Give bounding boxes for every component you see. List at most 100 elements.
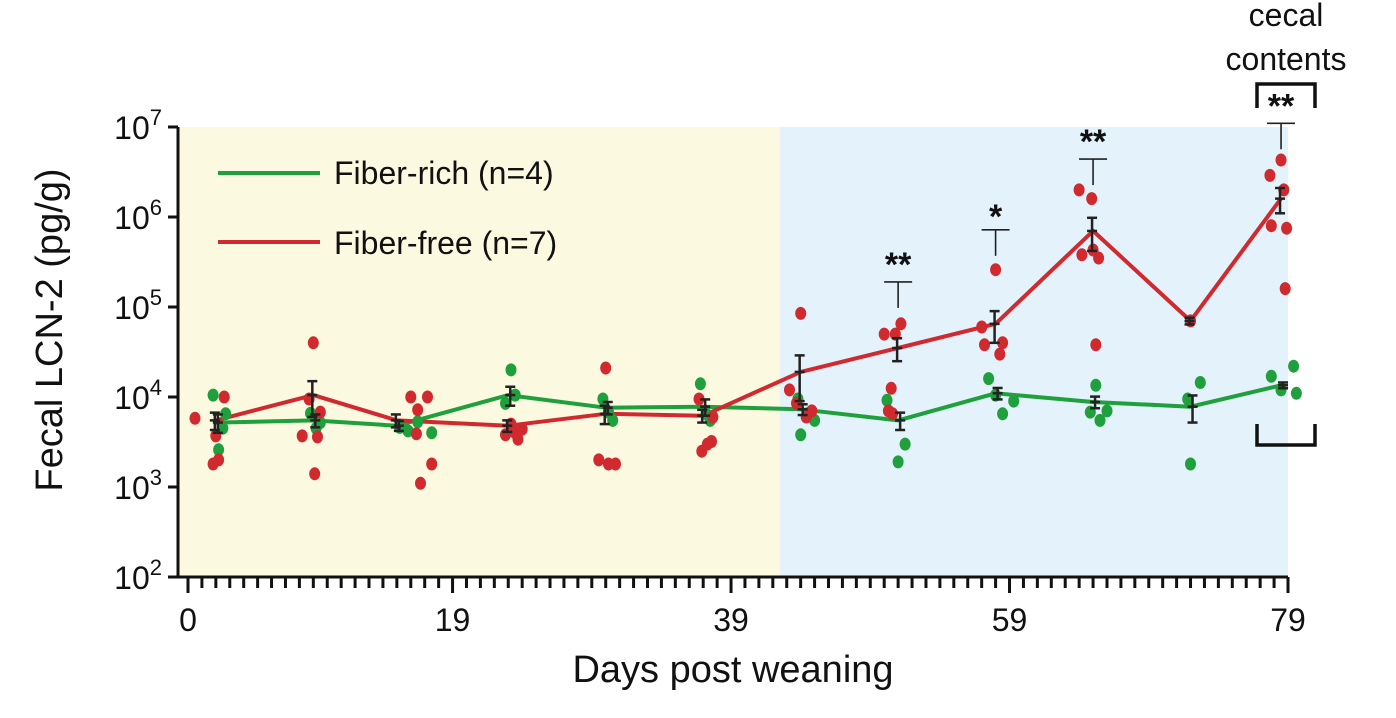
y-tick-label: 107 <box>114 105 162 146</box>
y-axis-title: Fecal LCN-2 (pg/g) <box>29 168 71 491</box>
data-point-fiber-rich <box>213 443 225 457</box>
legend-label-fiber-free: Fiber-free (n=7) <box>334 225 557 261</box>
legend: Fiber-rich (n=4) Fiber-free (n=7) <box>218 155 557 261</box>
significance-markers: ******* <box>884 87 1296 308</box>
annotation-line-2: contents <box>1226 41 1347 77</box>
data-point-fiber-free <box>1275 153 1287 167</box>
axes: 102 103 104 105 106 107 0 19 39 59 79 <box>114 105 1306 638</box>
error-bar-fiber-free <box>989 309 1000 345</box>
significance-marker: ** <box>884 246 913 308</box>
data-point-fiber-free <box>1093 251 1105 265</box>
data-point-fiber-free <box>213 453 225 467</box>
x-tick-label: 0 <box>179 602 197 638</box>
data-point-fiber-free <box>1279 282 1291 296</box>
error-bar-fiber-free <box>1184 316 1195 326</box>
data-point-fiber-free <box>189 411 201 425</box>
data-point-fiber-rich <box>1265 369 1277 383</box>
data-point-fiber-free <box>693 392 705 406</box>
data-point-fiber-rich <box>1194 376 1206 389</box>
error-bar-fiber-rich <box>1187 394 1198 424</box>
significance-label: ** <box>885 246 912 284</box>
data-point-fiber-rich <box>795 428 807 442</box>
significance-label: ** <box>1080 123 1107 161</box>
region-pre-diet <box>178 127 780 577</box>
data-point-fiber-free <box>1076 248 1088 262</box>
series-line-fiber-rich <box>215 383 1282 428</box>
data-point-fiber-free <box>593 453 605 467</box>
data-point-fiber-rich <box>1101 404 1113 418</box>
data-point-fiber-rich <box>607 413 619 427</box>
error-bar-fiber-free <box>794 354 805 403</box>
data-point-fiber-free <box>296 429 308 443</box>
data-point-fiber-rich <box>412 415 424 429</box>
data-point-fiber-free <box>784 383 795 397</box>
data-point-fiber-free <box>422 390 433 404</box>
data-point-fiber-free <box>516 422 528 436</box>
data-point-fiber-rich <box>207 388 219 402</box>
error-bar-fiber-free <box>209 411 220 432</box>
data-point-fiber-free <box>307 336 319 350</box>
significance-marker: * <box>981 198 1010 256</box>
data-point-fiber-rich <box>426 426 438 440</box>
data-point-fiber-rich <box>983 372 995 386</box>
data-point-fiber-free <box>997 336 1009 350</box>
series-lines <box>215 197 1283 428</box>
error-bar-fiber-rich <box>1278 381 1289 390</box>
cecal-contents-annotation: cecal contents <box>1226 0 1347 447</box>
y-tick-label: 104 <box>114 375 162 416</box>
data-point-fiber-free <box>1090 338 1102 352</box>
data-point-fiber-free <box>415 476 426 490</box>
error-bar-fiber-free <box>892 336 903 363</box>
data-point-fiber-free <box>994 347 1006 361</box>
y-tick-label: 106 <box>114 195 162 236</box>
data-point-fiber-rich <box>220 407 232 421</box>
error-bar-fiber-free <box>697 408 708 424</box>
data-point-fiber-free <box>405 390 417 404</box>
annotation-line-1: cecal <box>1249 0 1324 33</box>
data-point-fiber-rich <box>899 437 911 451</box>
data-point-fiber-rich <box>1094 413 1106 427</box>
data-point-fiber-free <box>706 435 717 448</box>
data-point-fiber-free <box>878 327 890 341</box>
data-point-fiber-free <box>426 457 438 471</box>
data-point-fiber-free <box>600 361 612 375</box>
significance-marker: ** <box>1267 87 1296 150</box>
data-point-fiber-rich <box>892 455 904 469</box>
error-bar-fiber-free <box>1087 216 1098 253</box>
error-bar-fiber-rich <box>895 411 906 432</box>
data-point-fiber-free <box>1086 192 1098 206</box>
error-bar-fiber-free <box>390 413 401 429</box>
y-tick-label: 103 <box>114 465 162 506</box>
data-point-fiber-free <box>610 457 621 471</box>
error-bar-fiber-free <box>1275 186 1286 215</box>
data-point-fiber-free <box>990 263 1002 277</box>
data-point-fiber-free <box>312 430 323 444</box>
x-tick-label: 19 <box>435 602 471 638</box>
data-point-fiber-free <box>895 317 907 331</box>
data-point-fiber-free <box>1264 168 1276 182</box>
data-point-fiber-rich <box>694 377 706 391</box>
data-point-fiber-free <box>707 410 719 424</box>
data-point-fiber-rich <box>402 424 414 438</box>
cecal-bracket-bottom <box>1255 424 1317 447</box>
region-diet <box>779 127 1288 577</box>
data-point-fiber-free <box>218 390 230 404</box>
significance-label: * <box>989 198 1003 236</box>
error-bar-fiber-rich <box>992 386 1003 401</box>
data-point-fiber-free <box>512 432 524 446</box>
error-bar-fiber-rich <box>1090 395 1101 410</box>
data-point-fiber-free <box>885 381 897 395</box>
data-point-fiber-rich <box>217 421 229 435</box>
y-tick-label: 105 <box>114 285 162 326</box>
significance-marker: ** <box>1079 123 1108 186</box>
error-bar-fiber-rich <box>505 385 516 407</box>
significance-label: ** <box>1268 87 1295 125</box>
data-point-fiber-rich <box>881 393 893 407</box>
data-point-fiber-free <box>887 407 899 421</box>
series-line-fiber-free <box>215 197 1283 428</box>
data-point-fiber-rich <box>1008 394 1020 408</box>
data-point-fiber-free <box>410 427 422 441</box>
data-point-fiber-free <box>976 320 988 334</box>
data-point-fiber-rich <box>1288 359 1300 373</box>
